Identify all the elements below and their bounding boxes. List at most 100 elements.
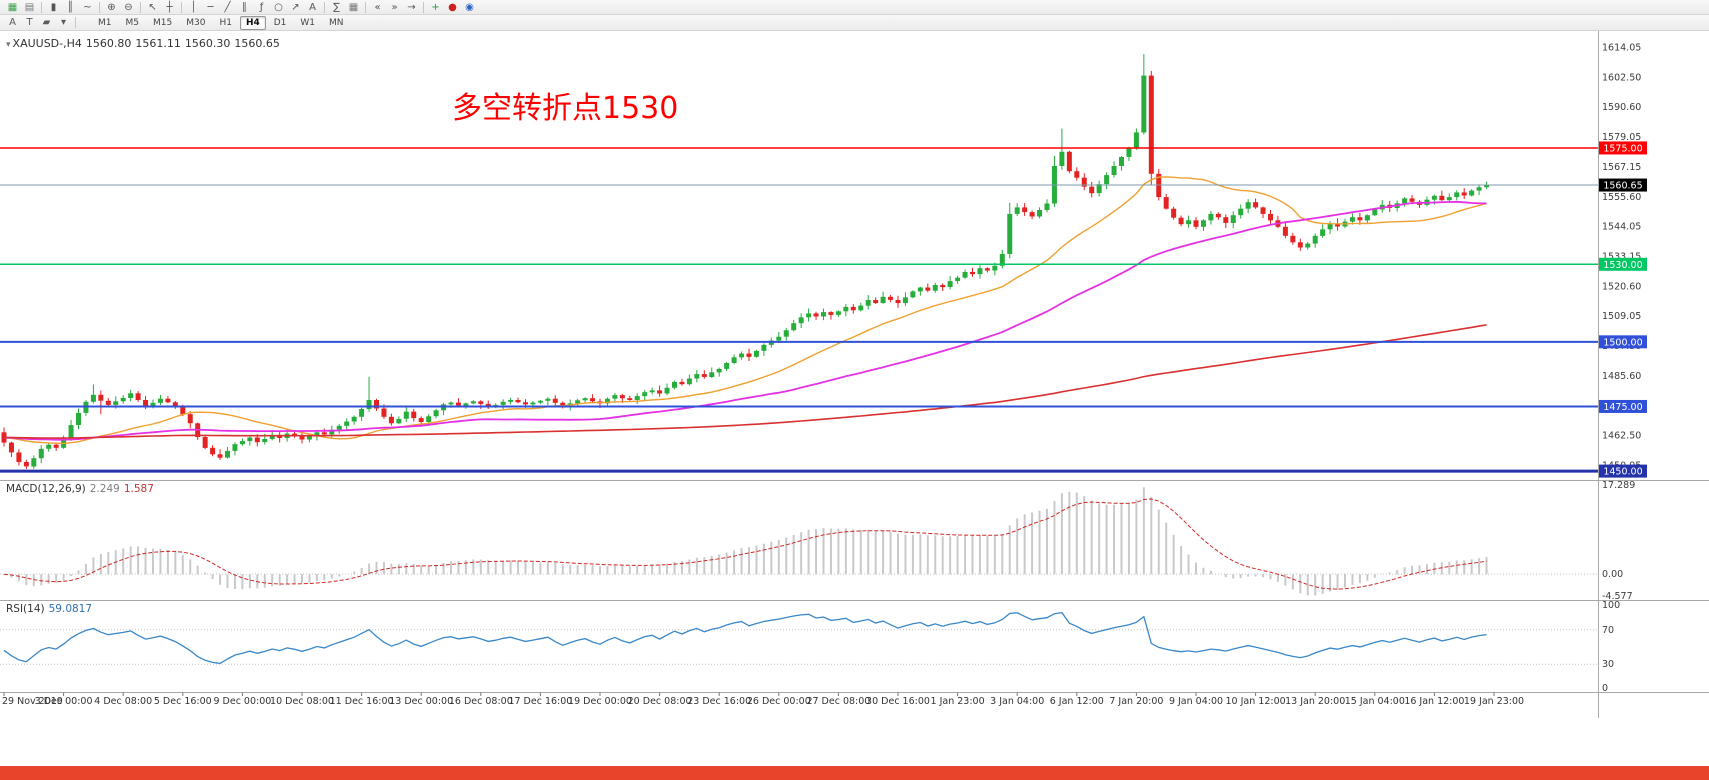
horizontal-line-icon[interactable]: ─ (207, 1, 214, 13)
svg-text:10 Dec 08:00: 10 Dec 08:00 (270, 696, 334, 707)
svg-text:100: 100 (1602, 600, 1620, 611)
quote-header: ▾ XAUUSD-,H4 1560.80 1561.11 1560.30 1560.65 (6, 37, 284, 50)
color-tool-icon[interactable]: ▰ (42, 17, 51, 28)
svg-text:13 Jan 20:00: 13 Jan 20:00 (1285, 696, 1345, 707)
toolbar-separator (75, 17, 76, 28)
timeframe-m30-button[interactable]: M30 (180, 16, 211, 30)
toolbar-separator (423, 1, 424, 13)
new-chart-icon[interactable]: ▦ (7, 1, 18, 13)
svg-text:0: 0 (1602, 683, 1608, 694)
svg-text:1555.60: 1555.60 (1602, 192, 1641, 203)
svg-text:26 Dec 00:00: 26 Dec 00:00 (747, 696, 811, 707)
quote-open: 1560.80 (85, 37, 132, 50)
timeframe-h1-button[interactable]: H1 (213, 16, 238, 30)
svg-text:1590.60: 1590.60 (1602, 102, 1641, 113)
svg-text:1579.05: 1579.05 (1602, 132, 1641, 143)
toolbar-secondary: A T ▰ ▾ M1 M5 M15 M30 H1 H4 D1 W1 MN (0, 15, 1709, 31)
timeframe-h4-button[interactable]: H4 (239, 15, 266, 30)
svg-text:7 Jan 20:00: 7 Jan 20:00 (1109, 696, 1163, 707)
svg-text:1530.00: 1530.00 (1603, 260, 1642, 271)
svg-text:70: 70 (1602, 625, 1614, 636)
text-tool-icon[interactable]: T (26, 17, 33, 28)
grid-icon[interactable]: ▦ (348, 1, 359, 13)
svg-text:30 Dec 16:00: 30 Dec 16:00 (866, 696, 930, 707)
scroll-to-end-icon[interactable]: » (391, 1, 398, 13)
line-chart-icon[interactable]: ~ (83, 1, 92, 13)
equidistant-channel-icon[interactable]: ∥ (242, 1, 247, 13)
quote-close: 1560.65 (234, 37, 280, 50)
quote-high: 1561.11 (135, 37, 181, 50)
timeframe-m15-button[interactable]: M15 (147, 16, 178, 30)
svg-text:16 Dec 08:00: 16 Dec 08:00 (449, 696, 513, 707)
bar-chart-icon[interactable]: ║ (67, 1, 74, 13)
timeframe-m5-button[interactable]: M5 (120, 16, 146, 30)
svg-text:27 Dec 08:00: 27 Dec 08:00 (806, 696, 870, 707)
timeframe-bar: M1 M5 M15 M30 H1 H4 D1 W1 MN (91, 15, 351, 30)
svg-text:1602.50: 1602.50 (1602, 72, 1641, 83)
svg-text:30: 30 (1602, 659, 1614, 670)
arrows-icon[interactable]: ↗ (291, 1, 300, 13)
vertical-line-icon[interactable]: │ (190, 1, 197, 13)
timeframe-m1-button[interactable]: M1 (92, 16, 118, 30)
zoom-out-icon[interactable]: ⊖ (124, 1, 133, 13)
svg-text:1560.65: 1560.65 (1603, 181, 1642, 192)
fibonacci-icon[interactable]: ƒ (259, 1, 264, 13)
clock-icon[interactable]: ◉ (465, 1, 474, 13)
rsi-name: RSI(14) (6, 603, 45, 615)
svg-text:1533.15: 1533.15 (1602, 251, 1641, 262)
add-indicator-icon[interactable]: + (431, 1, 440, 13)
svg-text:15 Jan 04:00: 15 Jan 04:00 (1345, 696, 1405, 707)
toolbar-tools: A T ▰ ▾ (4, 16, 72, 29)
svg-text:1462.50: 1462.50 (1602, 431, 1641, 442)
rsi-label: RSI(14) 59.0817 (6, 603, 92, 615)
svg-text:19 Dec 00:00: 19 Dec 00:00 (568, 696, 632, 707)
svg-text:29 Nov 2019: 29 Nov 2019 (2, 696, 63, 707)
svg-text:23 Dec 16:00: 23 Dec 16:00 (687, 696, 751, 707)
svg-text:3 Dec 00:00: 3 Dec 00:00 (35, 696, 93, 707)
svg-text:17.289: 17.289 (1602, 480, 1635, 491)
svg-text:0.00: 0.00 (1602, 569, 1623, 580)
indicators-icon[interactable]: ∑ (333, 1, 340, 13)
timeframe-d1-button[interactable]: D1 (268, 16, 293, 30)
svg-text:1450.00: 1450.00 (1603, 467, 1642, 478)
crosshair-icon[interactable]: ┼ (166, 1, 173, 13)
timeframe-mn-button[interactable]: MN (323, 16, 350, 30)
svg-text:11 Dec 16:00: 11 Dec 16:00 (330, 696, 394, 707)
arrow-style-icon[interactable]: A (9, 17, 16, 28)
svg-text:20 Dec 08:00: 20 Dec 08:00 (628, 696, 692, 707)
text-label-icon[interactable]: A (309, 1, 316, 13)
toolbar-primary: ▦ ▤ ▮ ║ ~ ⊕ ⊖ ↖ ┼ │ ─ ╱ ∥ ƒ ○ ↗ A ∑ ▦ « » → + ● ◉ (0, 0, 1709, 15)
svg-text:1 Jan 23:00: 1 Jan 23:00 (931, 696, 985, 707)
dropdown-caret-icon[interactable]: ▾ (60, 17, 67, 28)
svg-text:4 Dec 08:00: 4 Dec 08:00 (94, 696, 152, 707)
svg-text:16 Jan 12:00: 16 Jan 12:00 (1404, 696, 1464, 707)
svg-text:1567.15: 1567.15 (1602, 162, 1641, 173)
chart-window-icon[interactable]: ▤ (24, 1, 35, 13)
chart-workspace: 1614.05 1602.50 1590.60 1579.05 1567.15 1555.… (0, 31, 1709, 766)
scroll-to-start-icon[interactable]: « (374, 1, 381, 13)
quote-low: 1560.30 (184, 37, 231, 50)
zoom-in-icon[interactable]: ⊕ (107, 1, 116, 13)
chart-shift-icon[interactable]: → (407, 1, 416, 13)
timeframe-w1-button[interactable]: W1 (294, 16, 321, 30)
cursor-icon[interactable]: ↖ (148, 1, 157, 13)
toolbar-separator (140, 1, 141, 13)
chart-annotation: 多空转折点1530 (452, 91, 679, 126)
toolbar-separator (181, 1, 182, 13)
record-icon[interactable]: ● (448, 1, 457, 13)
svg-text:1500.00: 1500.00 (1603, 337, 1642, 348)
svg-text:10 Jan 12:00: 10 Jan 12:00 (1226, 696, 1286, 707)
rsi-value: 59.0817 (48, 603, 93, 615)
svg-text:13 Dec 00:00: 13 Dec 00:00 (389, 696, 453, 707)
svg-text:-4.577: -4.577 (1602, 591, 1633, 602)
trendline-icon[interactable]: ╱ (224, 1, 231, 13)
bottom-red-strip (0, 766, 1709, 780)
macd-main-value: 2.249 (89, 483, 120, 495)
candlestick-chart-icon[interactable]: ▮ (50, 1, 57, 13)
svg-text:1614.05: 1614.05 (1602, 43, 1641, 54)
svg-text:1509.05: 1509.05 (1602, 311, 1641, 322)
svg-text:1520.60: 1520.60 (1602, 281, 1641, 292)
chart-canvas[interactable]: 1614.05 1602.50 1590.60 1579.05 1567.15 1555.… (0, 31, 1709, 766)
svg-text:3 Jan 04:00: 3 Jan 04:00 (990, 696, 1044, 707)
shapes-icon[interactable]: ○ (274, 1, 283, 13)
